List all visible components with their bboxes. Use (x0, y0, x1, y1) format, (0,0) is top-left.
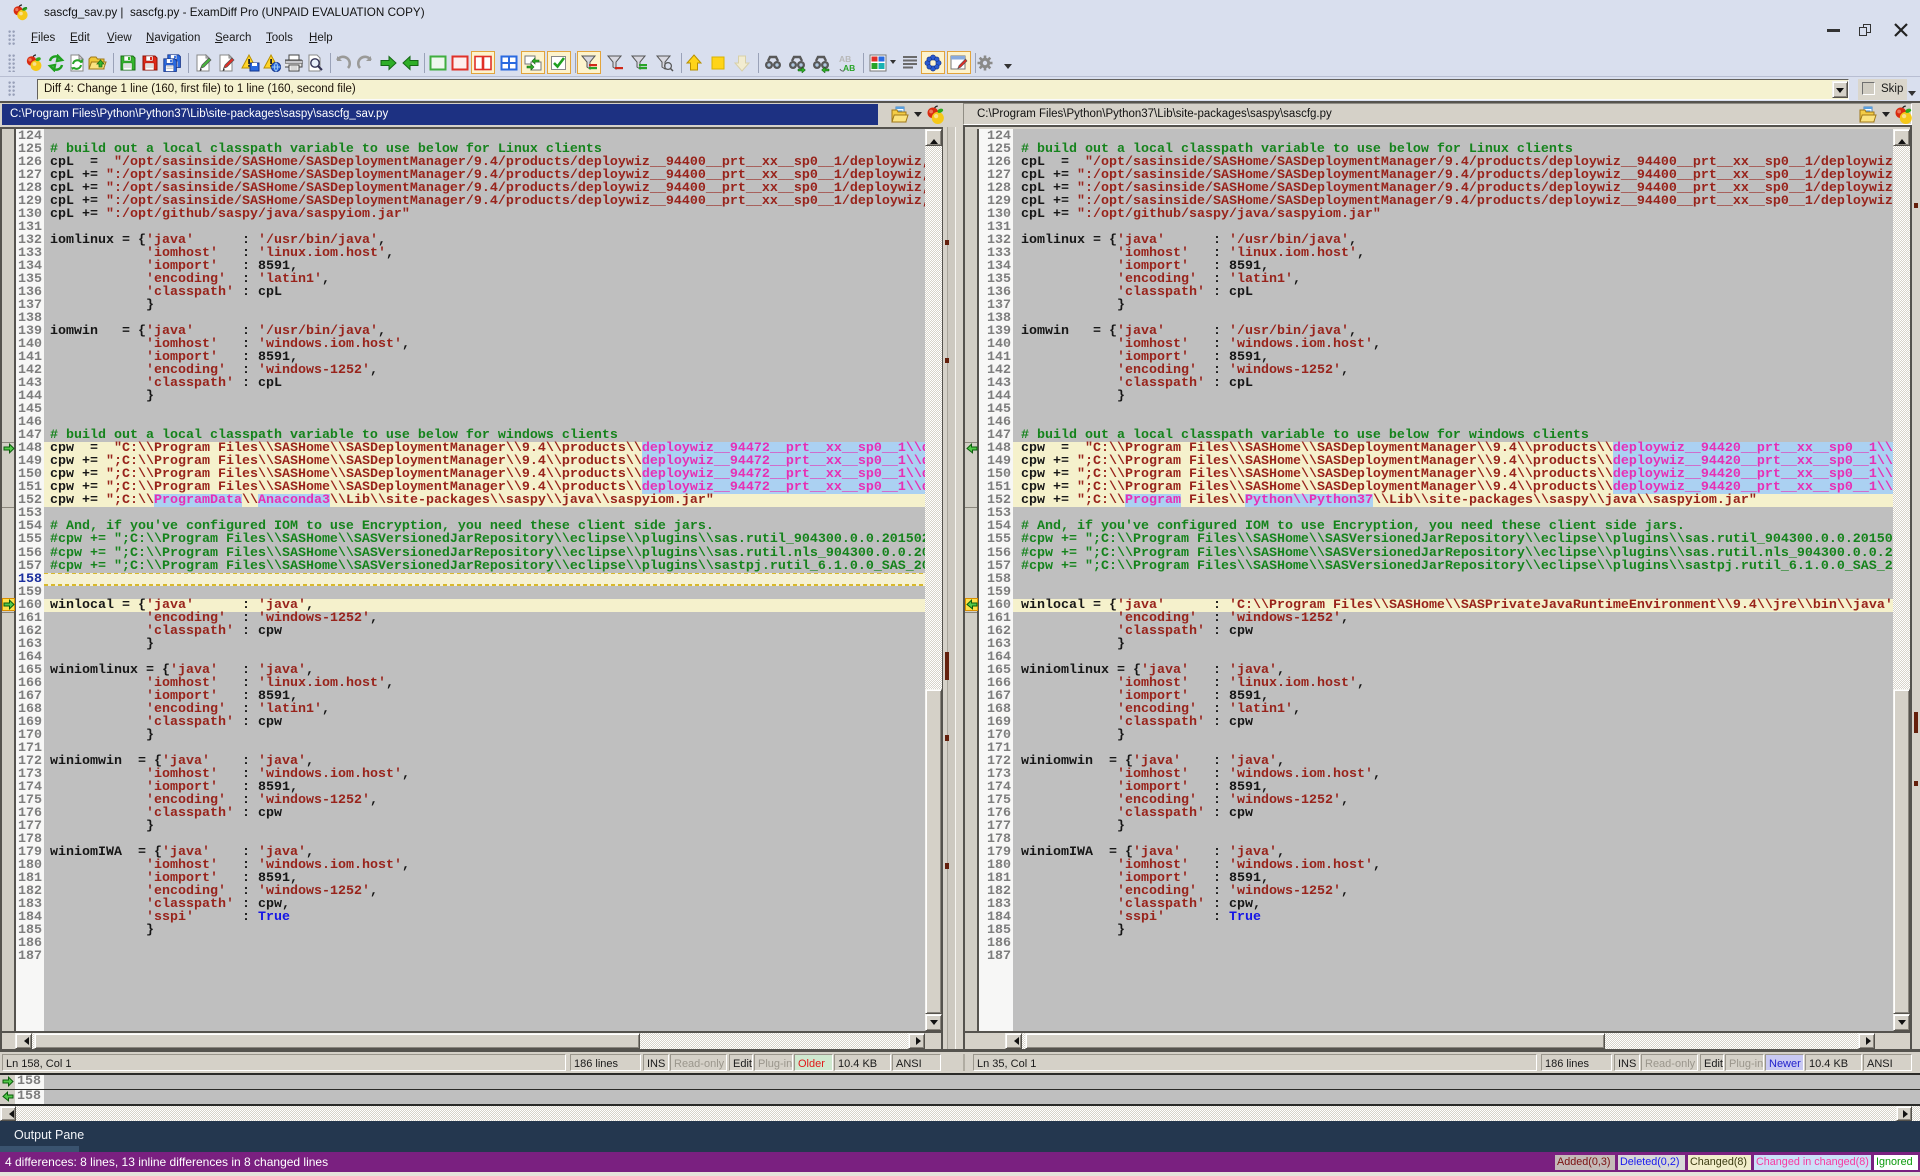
svg-text:AB: AB (843, 63, 855, 72)
svg-text:AB: AB (839, 54, 851, 64)
